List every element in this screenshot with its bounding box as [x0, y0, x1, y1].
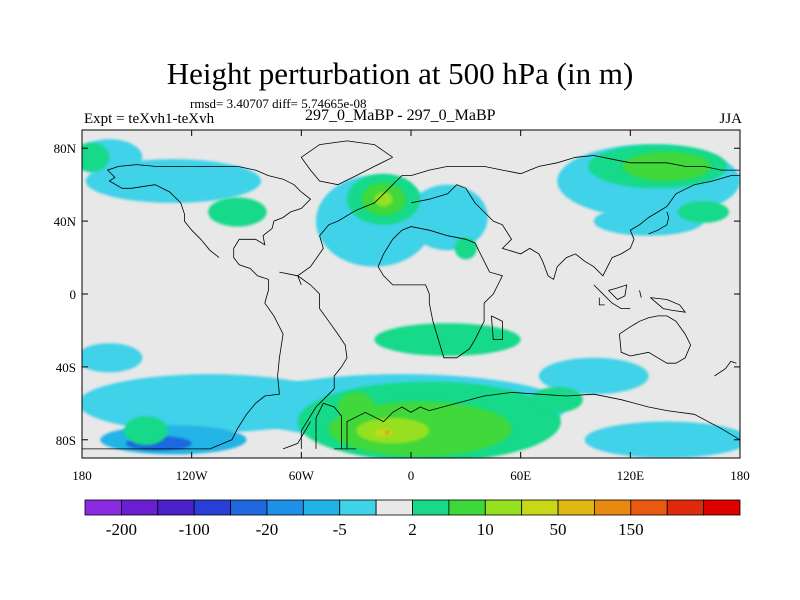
- x-axis: 180 120W 60W 0 60E 120E 180: [72, 130, 750, 483]
- colorbar-swatch-15: [630, 499, 668, 516]
- colorbar-swatch-8: [375, 499, 413, 516]
- coastline-18: [648, 211, 670, 235]
- contour-region-13: [82, 142, 110, 172]
- x-tick-label-6: 180: [730, 468, 750, 483]
- coastline-12: [593, 284, 631, 310]
- colorbar-label-3: -5: [333, 520, 347, 539]
- colorbar-swatch-17: [703, 499, 741, 516]
- chart-subtitle: 297_0_MaBP - 297_0_MaBP: [305, 107, 496, 124]
- coastline-10: [410, 175, 740, 281]
- x-tick-label-5: 120E: [617, 468, 645, 483]
- season-label: JJA: [719, 111, 742, 127]
- coastline-14: [598, 297, 605, 306]
- y-tick-label-4: 80S: [56, 433, 76, 448]
- colorbar-swatch-7: [339, 499, 377, 516]
- coastlines: [82, 140, 740, 458]
- colorbar-swatch-3: [193, 499, 231, 516]
- coastline-16: [650, 297, 687, 313]
- x-tick-label-4: 60E: [510, 468, 531, 483]
- contour-region-25: [623, 151, 711, 182]
- coastline-1: [279, 271, 348, 449]
- contour-region-19: [374, 323, 521, 356]
- colorbar-swatch-1: [120, 499, 159, 516]
- experiment-label: Expt = teXvh1-teXvh: [84, 111, 215, 127]
- coastline-7: [297, 165, 521, 286]
- colorbar-swatch-4: [230, 499, 268, 516]
- x-tick-label-3: 0: [408, 468, 415, 483]
- coastline-11: [520, 155, 740, 175]
- colorbar-swatch-16: [666, 499, 705, 516]
- contour-region-4: [593, 206, 704, 236]
- colorbar-label-0: -200: [106, 520, 137, 539]
- y-tick-label-0: 80N: [54, 141, 77, 156]
- x-tick-label-2: 60W: [289, 468, 315, 483]
- contour-region-16: [454, 237, 477, 260]
- colorbar-label-2: -20: [256, 520, 279, 539]
- colorbar-swatch-13: [557, 499, 595, 516]
- contour-region-26: [337, 392, 375, 422]
- coastline-4: [315, 402, 342, 449]
- colorbar-label-5: 10: [477, 520, 494, 539]
- y-tick-label-1: 40N: [54, 214, 77, 229]
- colorbar-swatch-2: [157, 499, 195, 516]
- chart-title: Height perturbation at 500 hPa (in m): [166, 56, 634, 91]
- rmsd-diff-stats: rmsd= 3.40707 diff= 5.74665e-08: [190, 96, 367, 111]
- colorbar-label-4: 2: [408, 520, 417, 539]
- colorbar-swatch-5: [266, 499, 304, 516]
- x-tick-label-0: 180: [72, 468, 92, 483]
- y-tick-label-3: 40S: [56, 360, 76, 375]
- coastline-19: [714, 360, 737, 377]
- contour-region-21: [124, 416, 168, 446]
- x-tick-label-1: 120W: [176, 468, 209, 483]
- contour-region-15: [208, 197, 267, 227]
- contour-region-2: [407, 184, 488, 251]
- colorbar-swatch-11: [484, 499, 523, 516]
- contour-region-30: [385, 430, 390, 435]
- colorbar-label-1: -100: [179, 520, 210, 539]
- colorbar-swatch-9: [412, 499, 450, 516]
- contour-region-27: [374, 191, 393, 207]
- coastline-3: [346, 391, 740, 449]
- contour-region-22: [531, 386, 583, 413]
- colorbar-label-7: 150: [618, 520, 644, 539]
- coastline-13: [619, 315, 692, 364]
- coastline-15: [608, 284, 628, 300]
- contour-region-6: [82, 343, 143, 373]
- colorbar: -200 -100 -20 -5 2 10 50 150: [84, 499, 741, 539]
- coastline-8: [377, 226, 503, 359]
- y-tick-label-2: 0: [70, 287, 77, 302]
- contour-region-29: [374, 428, 393, 437]
- coastline-17: [639, 290, 642, 298]
- contour-region-9: [538, 357, 649, 395]
- colorbar-swatch-6: [302, 499, 341, 516]
- contour-region-28: [356, 417, 430, 444]
- colorbar-swatch-0: [84, 499, 122, 516]
- colorbar-label-6: 50: [550, 520, 567, 539]
- contour-region-18: [677, 201, 730, 223]
- colorbar-swatch-10: [448, 499, 486, 516]
- coastline-2: [282, 421, 311, 450]
- coastline-9: [300, 140, 393, 186]
- colorbar-swatch-12: [521, 499, 559, 516]
- coastline-20: [491, 315, 503, 341]
- contour-region-10: [584, 421, 740, 458]
- coastline-0: [82, 164, 312, 450]
- y-axis: 80N 40N 0 40S 80S: [54, 141, 740, 448]
- colorbar-swatch-14: [594, 499, 632, 516]
